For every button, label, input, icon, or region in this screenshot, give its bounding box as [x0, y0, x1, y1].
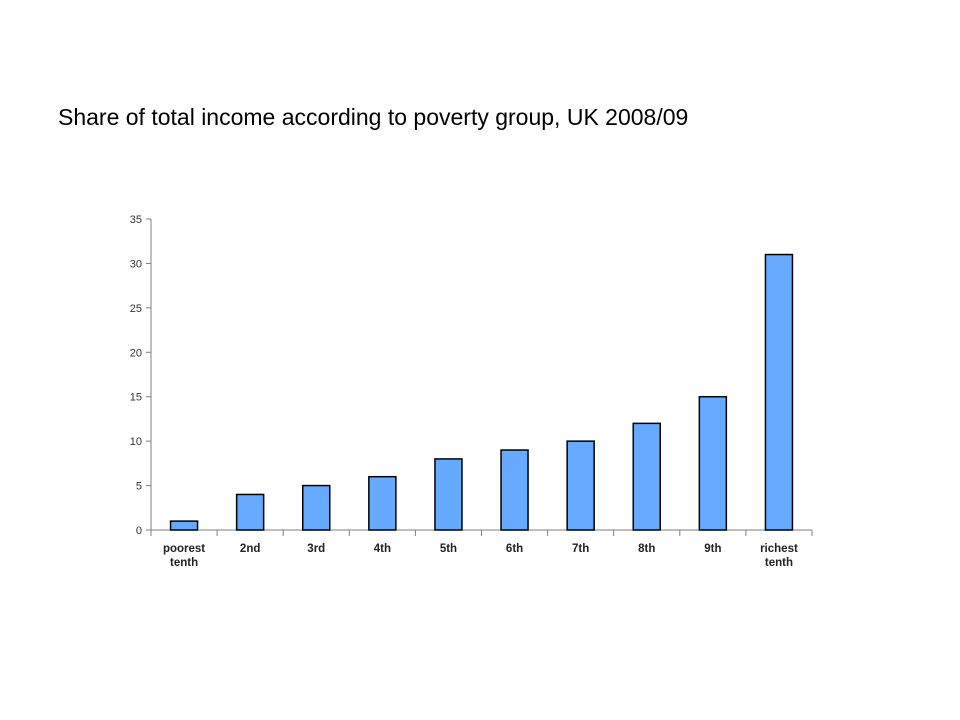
x-tick-label-line: 4th [374, 543, 391, 555]
x-tick-label: 2nd [240, 543, 260, 555]
y-axis: 0 5 10 15 20 25 30 35 [130, 214, 152, 537]
x-axis: poorest tenth 2nd 3rd 4th 5th 6th 7th 8th 9th rich… [150, 529, 813, 569]
bar [698, 395, 728, 531]
x-tick-label: 5th [440, 543, 457, 555]
x-tick-label-line: 8th [638, 543, 655, 555]
x-tick-label-line: tenth [765, 557, 793, 569]
x-tick-label-line: 2nd [240, 543, 260, 555]
bar [500, 449, 529, 531]
x-tick-label-line: 5th [440, 543, 457, 555]
y-tick-label: 15 [130, 392, 142, 404]
y-tick-label: 5 [136, 481, 142, 493]
chart-title: Share of total income according to pover… [58, 104, 689, 130]
y-tick-label: 20 [130, 347, 142, 359]
bar [764, 253, 794, 531]
x-tick-label-line: poorest [163, 543, 205, 555]
x-tick-label: 9th [704, 543, 721, 555]
bar [235, 493, 265, 531]
x-tick-label: 7th [572, 543, 589, 555]
y-tick-label: 30 [130, 258, 142, 270]
y-tick-label: 35 [130, 214, 142, 226]
x-tick-label: 4th [374, 543, 391, 555]
bar [302, 484, 331, 531]
x-tick-label-line: 7th [572, 543, 589, 555]
bar-series [169, 253, 794, 531]
bar [434, 458, 463, 531]
x-tick-label: 6th [506, 543, 523, 555]
x-tick-label: 3rd [307, 543, 325, 555]
bar [632, 422, 661, 531]
x-tick-label: richest tenth [760, 543, 798, 569]
y-tick-label: 10 [130, 436, 142, 448]
x-tick-label-line: 3rd [307, 543, 325, 555]
y-tick-label: 25 [130, 303, 142, 315]
bar [566, 440, 595, 531]
x-tick-label-line: 9th [704, 543, 721, 555]
bar [368, 475, 397, 531]
x-tick-label-line: richest [760, 543, 798, 555]
x-tick-label: 8th [638, 543, 655, 555]
x-tick-label: poorest tenth [163, 543, 205, 569]
bar [169, 520, 199, 531]
y-tick-label: 0 [136, 525, 142, 537]
x-tick-label-line: tenth [170, 557, 198, 569]
x-tick-label-line: 6th [506, 543, 523, 555]
